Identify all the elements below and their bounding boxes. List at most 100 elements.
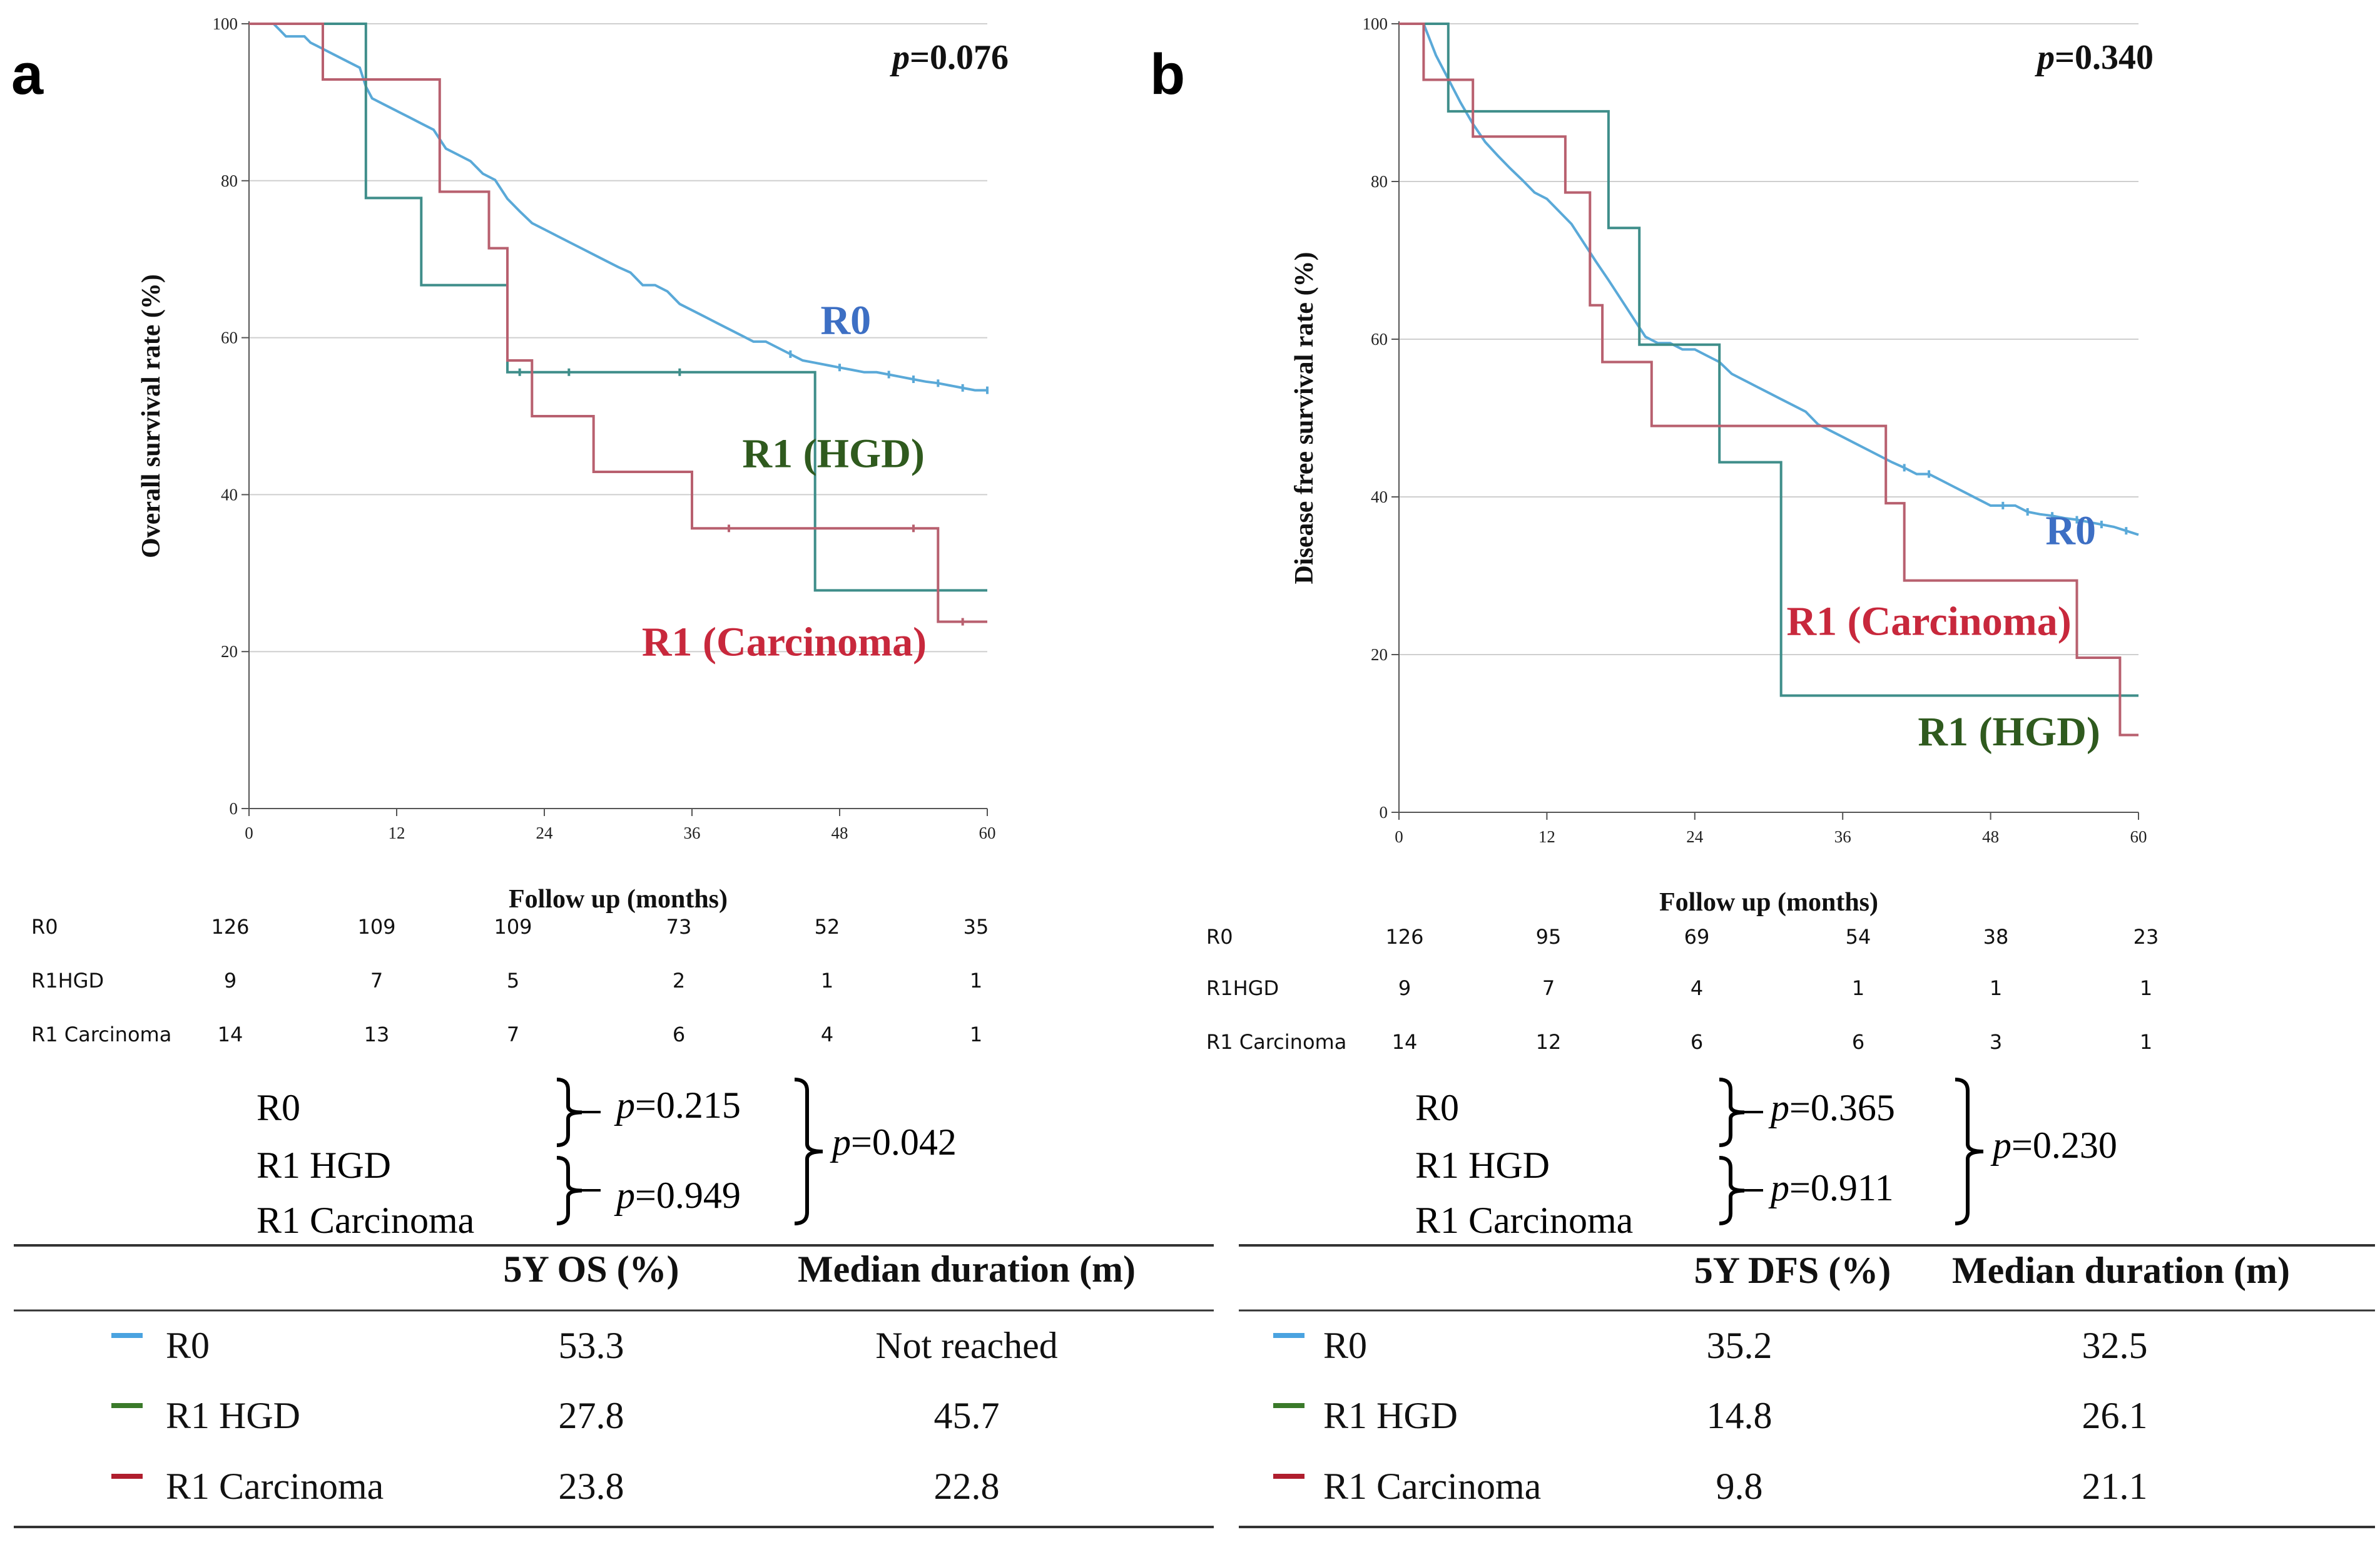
x-tick-label: 24 bbox=[536, 824, 554, 842]
risk-count: 12 bbox=[1536, 1030, 1562, 1054]
p-value-overall: p=0.230 bbox=[1990, 1125, 2117, 1166]
risk-count: 6 bbox=[1691, 1030, 1703, 1054]
comparison-group-label: R0 bbox=[1415, 1087, 1459, 1128]
risk-count: 109 bbox=[494, 915, 532, 939]
x-tick-label: 0 bbox=[245, 824, 253, 842]
risk-count: 73 bbox=[666, 915, 692, 939]
comparison-group-label: R1 HGD bbox=[257, 1145, 391, 1186]
series-label: R1 (Carcinoma) bbox=[1786, 599, 2071, 645]
table-median: 21.1 bbox=[2082, 1466, 2148, 1507]
series-label: R0 bbox=[820, 297, 871, 343]
y-axis-title: Overall survival rate (%) bbox=[137, 274, 166, 558]
risk-count: 1 bbox=[2140, 976, 2152, 1000]
y-tick-label: 40 bbox=[221, 485, 238, 504]
x-tick-label: 48 bbox=[831, 824, 848, 842]
x-tick-label: 12 bbox=[1538, 827, 1555, 846]
risk-count: 14 bbox=[1392, 1030, 1418, 1054]
table-group-label: R1 HGD bbox=[1323, 1395, 1458, 1436]
table-value: 53.3 bbox=[559, 1325, 624, 1366]
y-tick-label: 100 bbox=[213, 14, 238, 33]
x-tick-label: 36 bbox=[1834, 827, 1851, 846]
risk-count: 23 bbox=[2133, 925, 2159, 949]
y-tick-label: 20 bbox=[221, 642, 238, 661]
table-header: Median duration (m) bbox=[1952, 1250, 2290, 1291]
risk-count: 1 bbox=[970, 969, 982, 993]
y-tick-label: 0 bbox=[230, 799, 238, 818]
risk-row-label: R0 bbox=[31, 915, 58, 939]
table-median: 32.5 bbox=[2082, 1325, 2148, 1366]
table-median: 22.8 bbox=[934, 1466, 1000, 1507]
table-median: 26.1 bbox=[2082, 1395, 2148, 1436]
x-tick-label: 24 bbox=[1686, 827, 1704, 846]
x-tick-label: 0 bbox=[1395, 827, 1403, 846]
risk-count: 14 bbox=[218, 1023, 243, 1046]
risk-count: 13 bbox=[364, 1023, 390, 1046]
risk-row-label: R1HGD bbox=[1206, 976, 1279, 1000]
p-value-hgd-vs-carcinoma: p=0.911 bbox=[1768, 1167, 1894, 1208]
y-tick-label: 0 bbox=[1380, 803, 1388, 822]
risk-count: 1 bbox=[1852, 976, 1864, 1000]
table-median: Not reached bbox=[875, 1325, 1058, 1366]
risk-count: 38 bbox=[1983, 925, 2009, 949]
risk-count: 126 bbox=[1385, 925, 1423, 949]
x-axis-title: Follow up (months) bbox=[1659, 888, 1878, 917]
legend-swatch bbox=[111, 1474, 143, 1479]
x-tick-label: 36 bbox=[684, 824, 701, 842]
risk-count: 3 bbox=[1990, 1030, 2002, 1054]
comparison-group-label: R1 Carcinoma bbox=[257, 1200, 474, 1241]
brace bbox=[1955, 1078, 1984, 1225]
table-group-label: R1 Carcinoma bbox=[1323, 1466, 1541, 1507]
p-value-r0-vs-hgd: p=0.365 bbox=[1768, 1087, 1895, 1128]
risk-count: 1 bbox=[1990, 976, 2002, 1000]
risk-row-label: R0 bbox=[1206, 925, 1233, 949]
table-median: 45.7 bbox=[934, 1395, 1000, 1436]
table-header: 5Y OS (%) bbox=[503, 1248, 679, 1290]
comparison-group-label: R1 HGD bbox=[1415, 1145, 1550, 1186]
p-value: p=0.076 bbox=[890, 38, 1009, 77]
table-value: 14.8 bbox=[1707, 1395, 1772, 1436]
x-axis-title: Follow up (months) bbox=[509, 885, 728, 914]
table-group-label: R0 bbox=[1323, 1325, 1367, 1366]
risk-count: 69 bbox=[1684, 925, 1710, 949]
brace bbox=[794, 1078, 823, 1225]
brace bbox=[556, 1156, 582, 1225]
risk-count: 1 bbox=[970, 1023, 982, 1046]
table-header: Median duration (m) bbox=[798, 1248, 1136, 1290]
risk-count: 9 bbox=[224, 969, 236, 993]
risk-row-label: R1 Carcinoma bbox=[31, 1023, 171, 1046]
risk-count: 6 bbox=[1852, 1030, 1864, 1054]
risk-count: 7 bbox=[370, 969, 383, 993]
series-label: R0 bbox=[2045, 508, 2096, 554]
series-label: R1 (Carcinoma) bbox=[642, 619, 927, 665]
series-label: R1 (HGD) bbox=[742, 431, 924, 477]
x-tick-label: 12 bbox=[389, 824, 405, 842]
km-curve-r1-carcinoma- bbox=[1399, 23, 2138, 737]
table-value: 27.8 bbox=[559, 1395, 624, 1436]
km-curve-r0 bbox=[1399, 23, 2139, 536]
table-header: 5Y DFS (%) bbox=[1694, 1250, 1891, 1291]
x-tick-label: 60 bbox=[2130, 827, 2147, 846]
risk-count: 1 bbox=[2140, 1030, 2152, 1054]
y-tick-label: 60 bbox=[1371, 330, 1388, 349]
legend-swatch bbox=[111, 1403, 143, 1408]
risk-count: 54 bbox=[1846, 925, 1871, 949]
y-tick-label: 80 bbox=[1371, 172, 1388, 191]
table-group-label: R0 bbox=[166, 1325, 210, 1366]
p-value-r0-vs-hgd: p=0.215 bbox=[614, 1085, 741, 1126]
x-tick-label: 48 bbox=[1982, 827, 1999, 846]
comparison-group-label: R1 Carcinoma bbox=[1415, 1200, 1633, 1241]
table-value: 35.2 bbox=[1707, 1325, 1772, 1366]
legend-swatch bbox=[111, 1333, 143, 1338]
y-tick-label: 20 bbox=[1371, 645, 1388, 664]
risk-count: 4 bbox=[821, 1023, 833, 1046]
p-value-overall: p=0.042 bbox=[830, 1121, 957, 1163]
y-tick-label: 40 bbox=[1371, 488, 1388, 506]
km-curve-r1-hgd- bbox=[249, 23, 987, 592]
risk-count: 35 bbox=[964, 915, 989, 939]
legend-swatch bbox=[1273, 1333, 1304, 1338]
y-axis-title: Disease free survival rate (%) bbox=[1290, 252, 1319, 584]
table-value: 9.8 bbox=[1716, 1466, 1763, 1507]
x-tick-label: 60 bbox=[979, 824, 996, 842]
